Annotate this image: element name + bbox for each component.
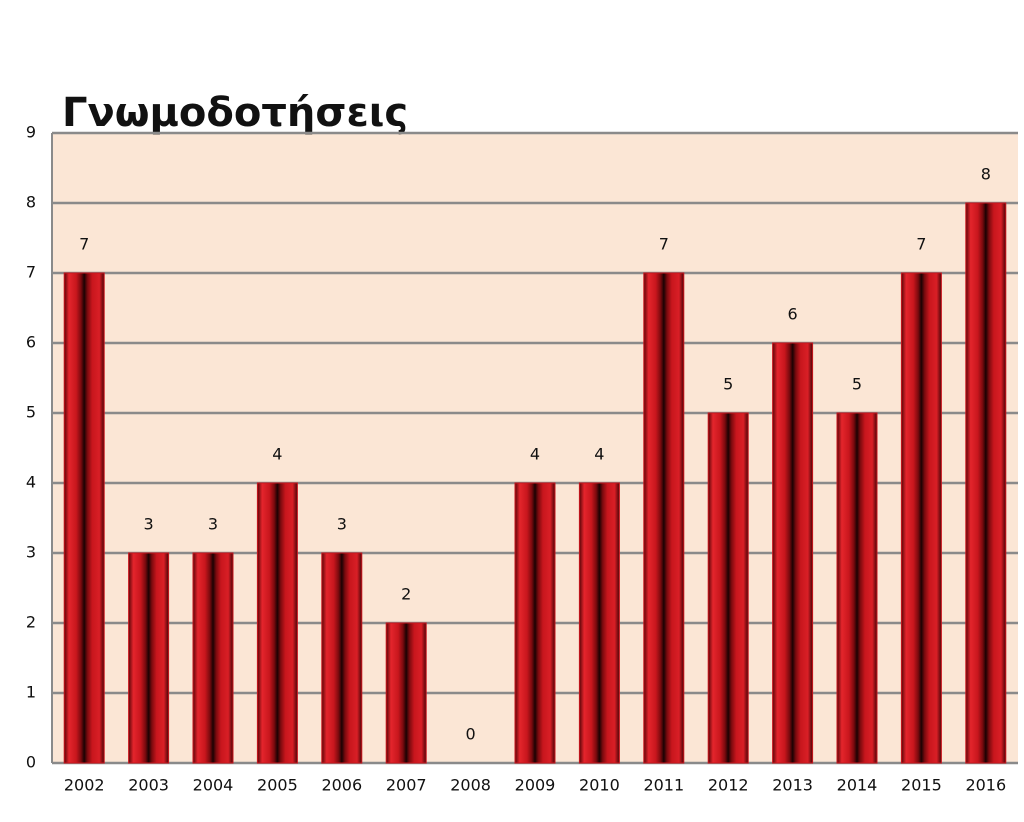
value-label: 4 [530, 445, 540, 464]
bar [900, 272, 942, 764]
x-tick-label: 2009 [515, 776, 556, 795]
y-tick-label: 6 [26, 333, 36, 352]
bar [578, 482, 620, 764]
x-tick-label: 2005 [257, 776, 298, 795]
y-tick-label: 9 [26, 123, 36, 142]
y-tick-label: 5 [26, 403, 36, 422]
x-tick-label: 2013 [772, 776, 813, 795]
bar [965, 202, 1007, 764]
value-label: 4 [594, 445, 604, 464]
x-tick-label: 2015 [901, 776, 942, 795]
y-tick-label: 0 [26, 753, 36, 772]
bar [836, 412, 878, 764]
bar [63, 272, 105, 764]
value-label: 7 [659, 235, 669, 254]
value-label: 8 [981, 165, 991, 184]
value-label: 3 [144, 515, 154, 534]
bar [643, 272, 685, 764]
value-label: 7 [79, 235, 89, 254]
value-label: 4 [272, 445, 282, 464]
value-label: 6 [788, 305, 798, 324]
bar [514, 482, 556, 764]
bar [192, 552, 234, 764]
x-tick-label: 2006 [321, 776, 362, 795]
y-tick-label: 4 [26, 473, 36, 492]
bar [707, 412, 749, 764]
x-tick-label: 2011 [643, 776, 684, 795]
bar [772, 342, 814, 764]
x-tick-label: 2014 [837, 776, 878, 795]
x-tick-label: 2008 [450, 776, 491, 795]
x-tick-label: 2007 [386, 776, 427, 795]
value-label: 2 [401, 585, 411, 604]
x-tick-label: 2016 [965, 776, 1006, 795]
bar [256, 482, 298, 764]
value-label: 3 [208, 515, 218, 534]
x-tick-label: 2010 [579, 776, 620, 795]
bar [385, 622, 427, 764]
x-tick-label: 2004 [193, 776, 234, 795]
x-tick-label: 2002 [64, 776, 105, 795]
value-label: 0 [466, 725, 476, 744]
y-tick-label: 2 [26, 613, 36, 632]
bar [128, 552, 170, 764]
x-tick-label: 2012 [708, 776, 749, 795]
value-label: 3 [337, 515, 347, 534]
x-tick-label: 2003 [128, 776, 169, 795]
chart-title: Γνωμοδοτήσεις [62, 90, 408, 136]
value-label: 5 [852, 375, 862, 394]
y-tick-label: 3 [26, 543, 36, 562]
y-tick-label: 1 [26, 683, 36, 702]
bar [321, 552, 363, 764]
value-label: 5 [723, 375, 733, 394]
value-label: 7 [916, 235, 926, 254]
y-tick-label: 7 [26, 263, 36, 282]
y-tick-label: 8 [26, 193, 36, 212]
